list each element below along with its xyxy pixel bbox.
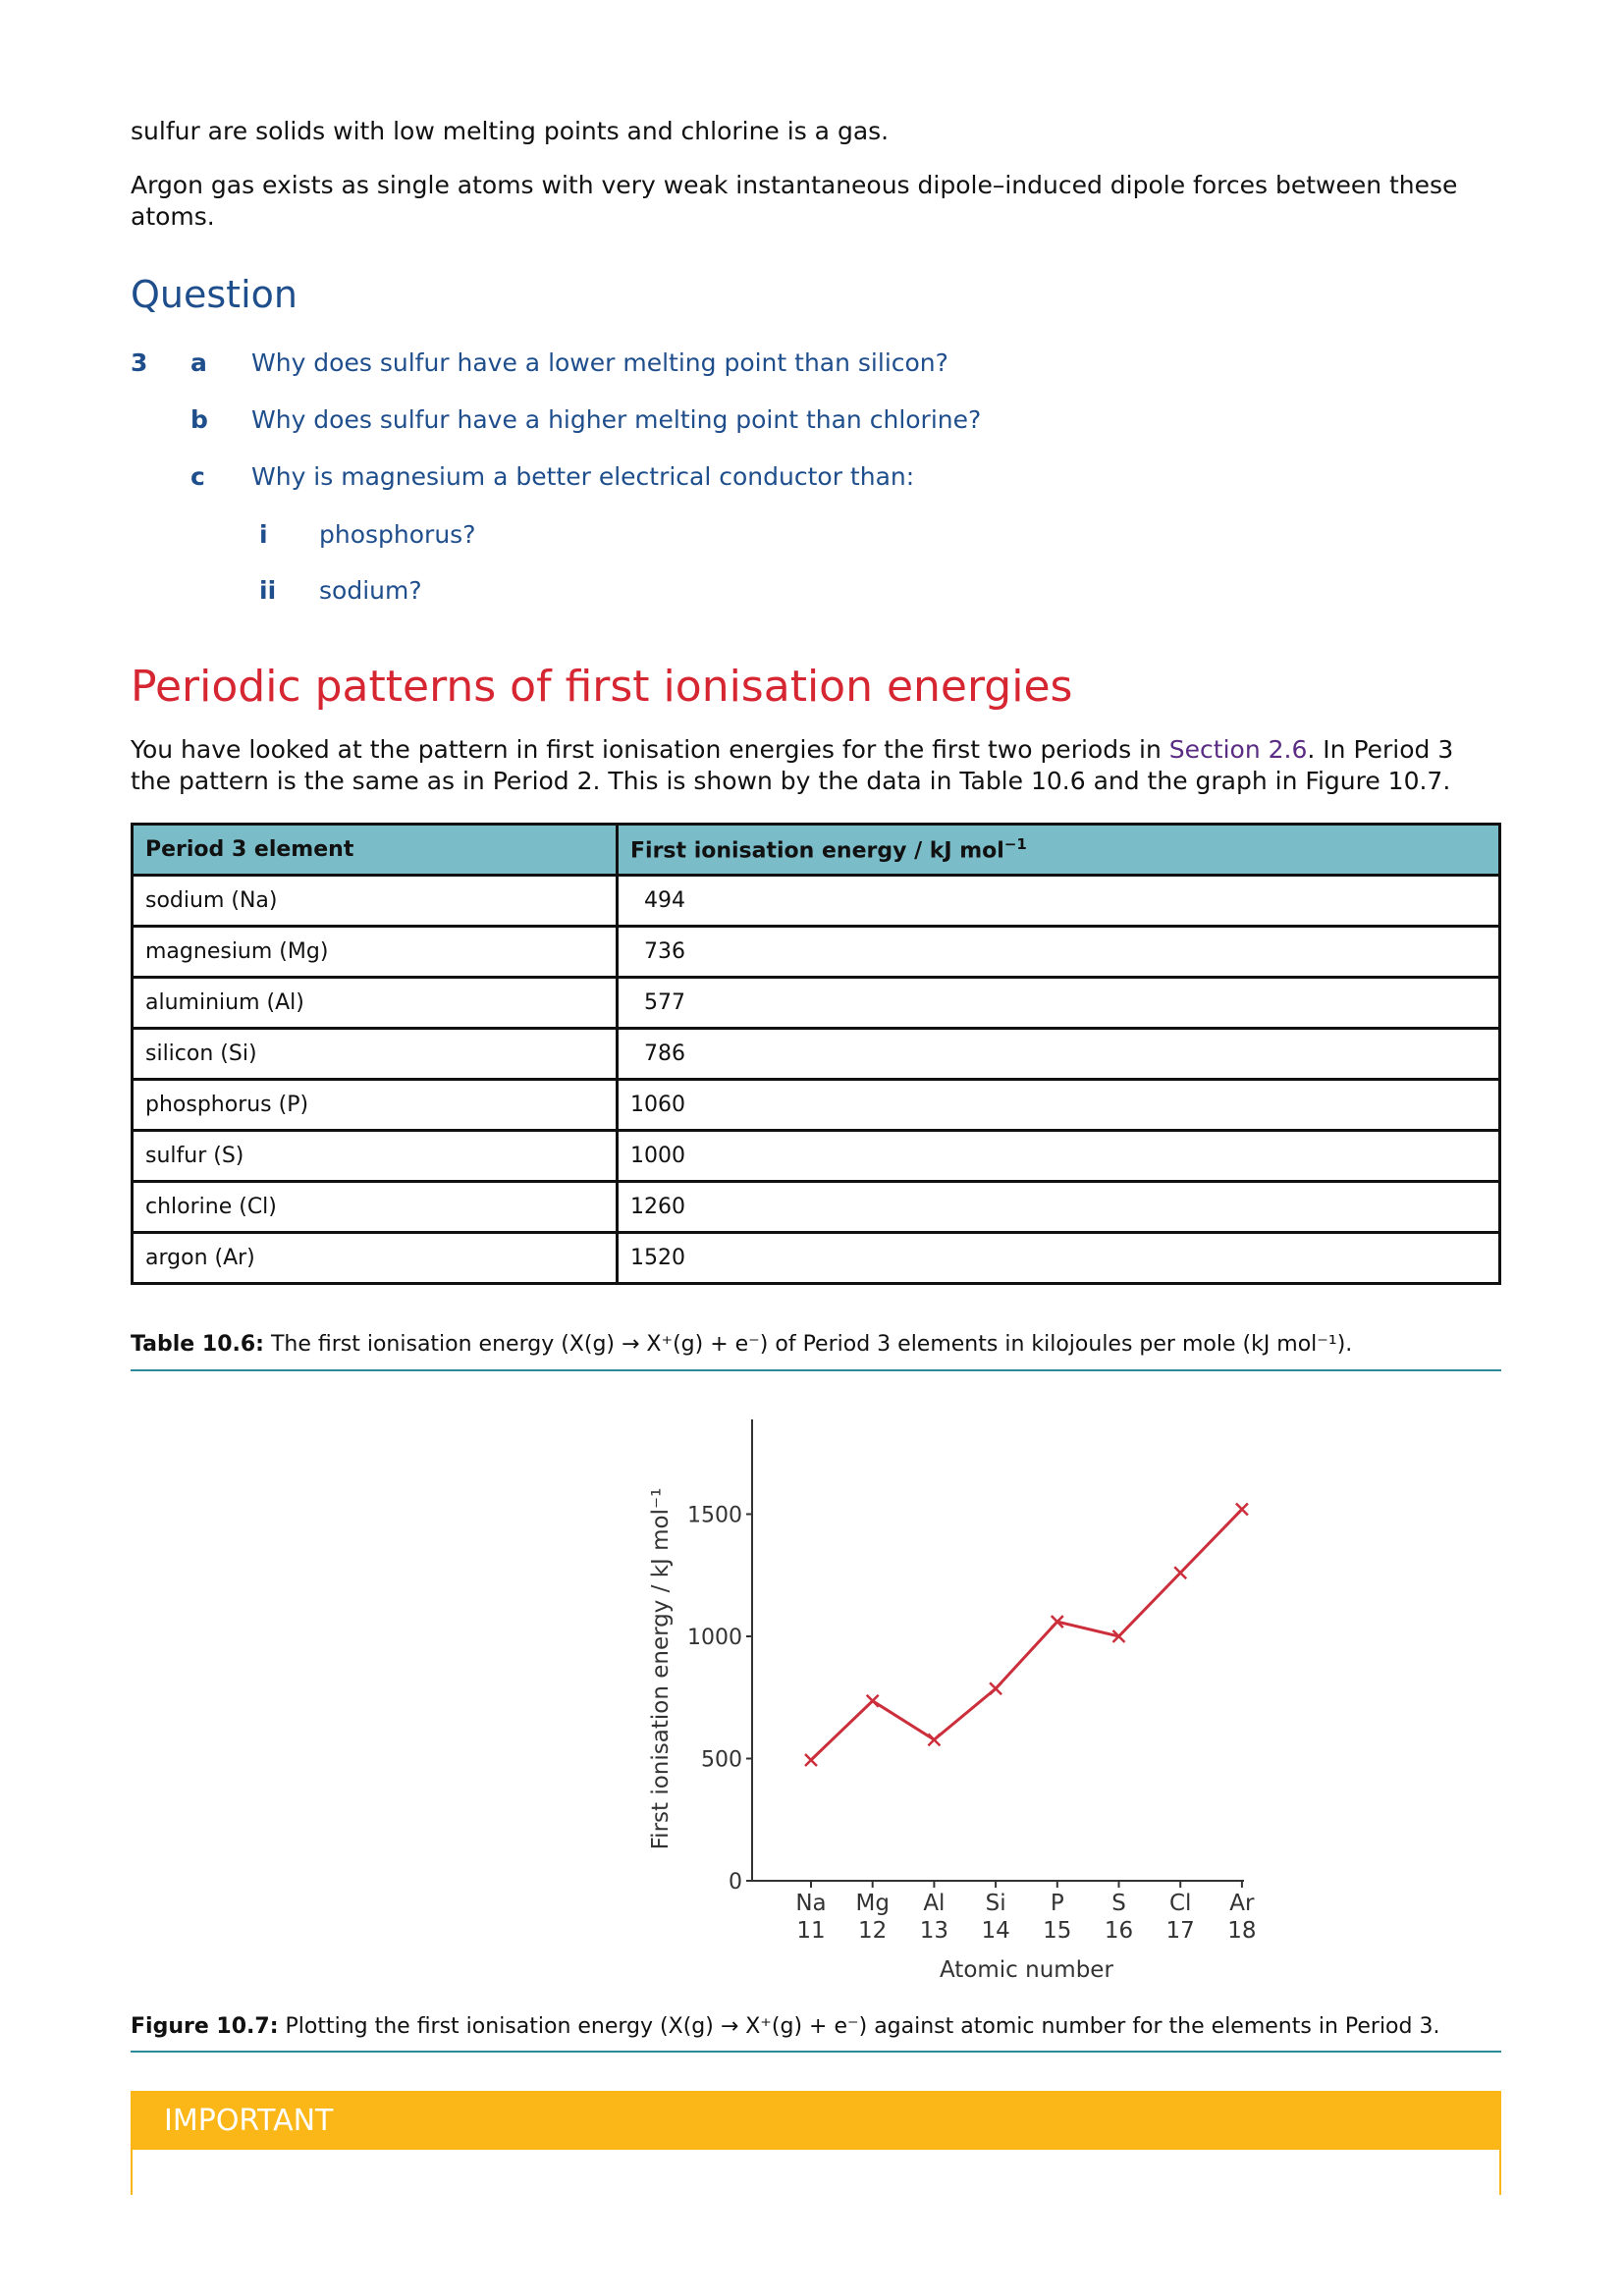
- intro-paragraph-2: Argon gas exists as single atoms with ve…: [131, 171, 1458, 231]
- x-tick-number: 18: [1227, 1918, 1256, 1944]
- table-cell: magnesium (Mg): [131, 925, 619, 979]
- table-cell: argon (Ar): [131, 1231, 619, 1285]
- cell-value: 786: [644, 1041, 685, 1066]
- data-point-marker: [1173, 1566, 1188, 1580]
- table-caption: Table 10.6: The first ionisation energy …: [131, 1332, 1352, 1357]
- x-tick-symbol: P: [1051, 1891, 1064, 1916]
- data-point-marker: [1050, 1615, 1064, 1629]
- y-tick-label: 0: [729, 1870, 742, 1895]
- x-tick-number: 14: [981, 1918, 1009, 1944]
- table-header-row: Period 3 element First ionisation energy…: [131, 823, 1501, 877]
- column-header-energy: First ionisation energy / kJ mol−1: [616, 823, 1501, 877]
- caption-label: Table 10.6:: [131, 1332, 264, 1357]
- x-tick-symbol: Al: [923, 1891, 945, 1916]
- table-cell: 577: [616, 976, 1501, 1030]
- cell-value: 577: [644, 990, 685, 1015]
- table-cell: chlorine (Cl): [131, 1180, 619, 1234]
- subpart-text: sodium?: [319, 576, 422, 605]
- section-2-6-link[interactable]: Section 2.6: [1168, 735, 1308, 764]
- data-point-marker: [804, 1753, 818, 1767]
- part-text: Why is magnesium a better electrical con…: [251, 462, 915, 491]
- y-axis-label: First ionisation energy / kJ mol⁻¹: [648, 1488, 674, 1850]
- table-row: magnesium (Mg) 736: [131, 925, 1501, 979]
- x-tick-symbol: Cl: [1169, 1891, 1191, 1916]
- important-box: [131, 2150, 1501, 2195]
- table-cell: 736: [616, 925, 1501, 979]
- caption-text: The first ionisation energy (X(g) → X⁺(g…: [263, 1332, 1353, 1357]
- x-tick-number: 17: [1166, 1918, 1195, 1944]
- y-tick-label: 1000: [687, 1626, 742, 1650]
- caption-rule: [131, 1369, 1501, 1371]
- table-row: chlorine (Cl) 1260: [131, 1180, 1501, 1234]
- x-tick-number: 15: [1043, 1918, 1071, 1944]
- data-point-marker: [989, 1682, 1002, 1696]
- table-row: aluminium (Al) 577: [131, 976, 1501, 1030]
- data-line: [809, 1508, 1243, 1762]
- table-row: sodium (Na) 494: [131, 874, 1501, 928]
- x-axis-label: Atomic number: [940, 1957, 1113, 1983]
- table-row: argon (Ar) 1520: [131, 1231, 1501, 1285]
- cell-value: 494: [644, 888, 685, 913]
- table-cell: aluminium (Al): [131, 976, 619, 1030]
- table-cell: 1000: [616, 1129, 1501, 1183]
- x-tick-number: 11: [796, 1918, 825, 1944]
- paragraph-text: . In Period 3 the pattern is the same as…: [131, 735, 1454, 795]
- table-cell: 1060: [616, 1078, 1501, 1132]
- table-cell: silicon (Si): [131, 1027, 619, 1081]
- x-tick-symbol: S: [1111, 1891, 1126, 1916]
- cell-value: 736: [644, 939, 685, 964]
- table-cell: 494: [616, 874, 1501, 928]
- part-label: b: [190, 405, 208, 434]
- x-tick-symbol: Mg: [855, 1891, 889, 1916]
- part-text: Why does sulfur have a lower melting poi…: [251, 348, 948, 377]
- question-heading: Question: [131, 273, 298, 316]
- section-paragraph: You have looked at the pattern in first …: [131, 734, 1501, 797]
- question-number: 3: [131, 348, 148, 377]
- subpart-text: phosphorus?: [319, 520, 476, 549]
- part-label: a: [190, 348, 207, 377]
- data-point-marker: [927, 1733, 942, 1747]
- table-cell: 1260: [616, 1180, 1501, 1234]
- table-cell: sodium (Na): [131, 874, 619, 928]
- part-text: Why does sulfur have a higher melting po…: [251, 405, 982, 434]
- table-row: silicon (Si) 786: [131, 1027, 1501, 1081]
- table-row: phosphorus (P) 1060: [131, 1078, 1501, 1132]
- table-row: sulfur (S) 1000: [131, 1129, 1501, 1183]
- table-cell: phosphorus (P): [131, 1078, 619, 1132]
- data-point-marker: [865, 1693, 880, 1708]
- data-point-marker: [1111, 1629, 1126, 1643]
- table-cell: 1520: [616, 1231, 1501, 1285]
- caption-text: Plotting the first ionisation energy (X(…: [278, 2014, 1440, 2039]
- important-banner: IMPORTANT: [131, 2091, 1501, 2150]
- header-superscript: −1: [1003, 835, 1027, 854]
- caption-label: Figure 10.7:: [131, 2014, 279, 2039]
- y-tick-label: 500: [701, 1748, 742, 1773]
- x-tick-number: 13: [920, 1918, 948, 1944]
- data-point-marker: [1235, 1502, 1249, 1517]
- important-label: IMPORTANT: [164, 2104, 334, 2138]
- x-tick-symbol: Ar: [1229, 1891, 1255, 1916]
- header-text: First ionisation energy / kJ mol: [630, 838, 1004, 864]
- x-tick-number: 12: [858, 1918, 887, 1944]
- x-tick-symbol: Si: [986, 1891, 1006, 1916]
- caption-rule: [131, 2051, 1501, 2053]
- table-cell: 786: [616, 1027, 1501, 1081]
- section-heading: Periodic patterns of first ionisation en…: [131, 662, 1073, 712]
- subpart-label: ii: [259, 576, 277, 605]
- ionisation-energy-table: Period 3 element First ionisation energy…: [131, 823, 1501, 1285]
- paragraph-text: You have looked at the pattern in first …: [131, 735, 1169, 764]
- intro-line-1: sulfur are solids with low melting point…: [131, 117, 890, 145]
- x-tick-symbol: Na: [795, 1891, 826, 1916]
- part-label: c: [190, 462, 205, 491]
- subpart-label: i: [259, 520, 268, 549]
- figure-caption: Figure 10.7: Plotting the first ionisati…: [131, 2014, 1439, 2039]
- column-header-element: Period 3 element: [131, 823, 619, 877]
- table-cell: sulfur (S): [131, 1129, 619, 1183]
- x-tick-number: 16: [1105, 1918, 1133, 1944]
- y-tick-label: 1500: [687, 1504, 742, 1528]
